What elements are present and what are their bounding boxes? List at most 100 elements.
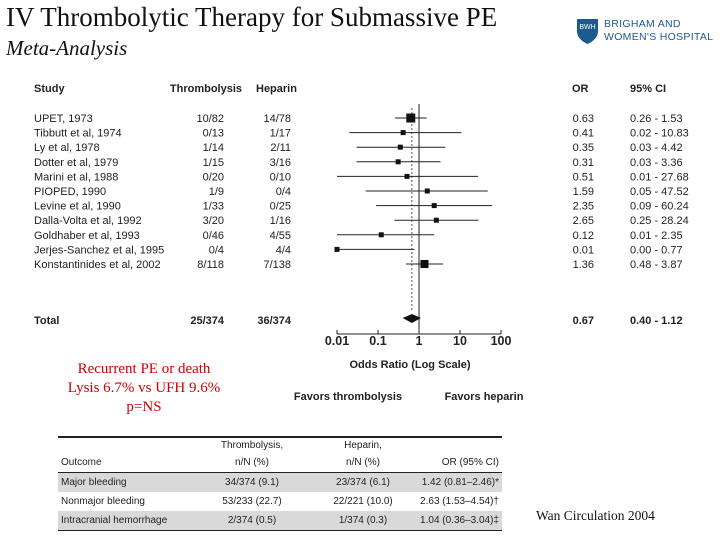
study-3-ci: 0.03 - 4.42 [630,142,683,154]
study-6-thrombolysis: 1/9 [209,186,224,198]
cell-thrombolysis: 2/374 (0.5) [194,511,310,531]
study-11-heparin: 7/138 [263,259,291,271]
study-2-thrombolysis: 0/13 [203,128,224,140]
point-estimate-square [334,246,340,252]
point-estimate-square [424,188,430,194]
study-3-heparin: 2/11 [270,142,291,154]
study-2-or: 0.41 [573,128,594,140]
favors-heparin-label: Favors heparin [445,391,524,403]
col-header-or-blank [416,436,502,455]
col-header-thrombolysis-unit: n/N (%) [194,455,310,473]
study-7-heparin: 0/25 [270,201,291,213]
total-or: 0.67 [573,315,594,327]
summary-line-rates: Lysis 6.7% vs UFH 9.6% [67,380,221,396]
cell-or: 2.63 (1.53–4.54)† [420,496,499,507]
x-tick-label: 10 [453,334,467,348]
study-1-ci: 0.26 - 1.53 [630,113,683,125]
total-thrombolysis: 25/374 [190,315,225,327]
study-2-heparin: 1/17 [270,128,291,140]
col-header-outcome-blank [58,436,194,455]
header-heparin: Heparin [256,83,297,95]
study-3-or: 0.35 [573,142,594,154]
study-11-thrombolysis: 8/118 [197,259,224,271]
header-ci: 95% CI [630,83,666,95]
point-estimate-square [400,130,406,136]
study-11-name: Konstantinides et al, 2002 [34,259,161,271]
study-7-name: Levine et al, 1990 [34,201,121,213]
logo-mark: BWH [579,24,595,31]
summary-line-outcome: Recurrent PE or death [77,361,211,377]
col-header-or: OR (95% CI) [416,455,502,473]
study-3-name: Ly et al, 1978 [34,142,100,154]
study-10-heparin: 4/4 [276,244,291,256]
cell-or: 1.42 (0.81–2.46)* [416,472,502,492]
study-6-heparin: 0/4 [276,186,291,198]
cell-heparin: 22/221 (10.0) [333,496,393,507]
study-1-thrombolysis: 10/82 [196,113,224,125]
table-row: Major bleeding 34/374 (9.1) 23/374 (6.1)… [58,472,502,492]
cell-outcome: Major bleeding [58,472,194,492]
study-7-thrombolysis: 1/33 [203,201,224,213]
study-4-ci: 0.03 - 3.36 [630,157,683,169]
study-9-heparin: 4/55 [270,230,291,242]
study-6-ci: 0.05 - 47.52 [630,186,689,198]
study-9-thrombolysis: 0/46 [203,230,224,242]
point-estimate-square [404,173,410,179]
slide-subtitle: Meta-Analysis [6,36,128,60]
slide-title: IV Thrombolytic Therapy for Submassive P… [6,2,498,32]
point-estimate-square [395,159,401,165]
study-1-heparin: 14/78 [263,113,291,125]
point-estimate-square [433,217,439,223]
study-10-thrombolysis: 0/4 [209,244,224,256]
shield-icon: BWH [577,19,598,44]
col-header-thrombolysis: Thrombolysis, [194,436,310,455]
x-tick-label: 0.1 [369,334,386,348]
cell-outcome: Intracranial hemorrhage [58,511,194,531]
cell-heparin: 23/374 (6.1) [310,472,416,492]
study-7-ci: 0.09 - 60.24 [630,201,689,213]
summary-text: Recurrent PE or death Lysis 6.7% vs UFH … [28,360,260,417]
cell-heparin: 1/374 (0.3) [310,511,416,531]
citation: Wan Circulation 2004 [536,508,655,523]
study-1-name: UPET, 1973 [34,113,93,125]
study-4-heparin: 3/16 [270,157,291,169]
study-2-name: Tibbutt et al, 1974 [34,128,122,140]
study-10-or: 0.01 [573,244,594,256]
col-header-heparin-unit: n/N (%) [310,455,416,473]
point-estimate-square [406,113,416,123]
x-axis-label: Odds Ratio (Log Scale) [349,359,470,371]
summary-line-pvalue: p=NS [126,399,162,415]
point-estimate-square [431,203,437,209]
study-10-ci: 0.00 - 0.77 [630,244,683,256]
total-name: Total [34,315,59,327]
study-1-or: 0.63 [573,113,594,125]
study-4-or: 0.31 [573,157,594,169]
x-tick-label: 1 [416,334,423,348]
study-5-or: 0.51 [573,171,594,183]
col-header-outcome: Outcome [58,455,194,473]
favors-thrombolysis-label: Favors thrombolysis [294,391,402,403]
study-8-name: Dalla-Volta et al, 1992 [34,215,142,227]
study-6-or: 1.59 [573,186,594,198]
study-9-or: 0.12 [573,230,594,242]
logo-line-2: WOMEN'S HOSPITAL [604,31,714,43]
table-row: Intracranial hemorrhage 2/374 (0.5) 1/37… [58,511,502,531]
header-or: OR [572,83,589,95]
point-estimate-square [397,144,403,150]
study-2-ci: 0.02 - 10.83 [630,128,689,140]
forest-plot-axis: 0.01 0.1 1 10 100 [325,104,511,348]
study-11-ci: 0.48 - 3.87 [630,259,683,271]
study-8-thrombolysis: 3/20 [203,215,224,227]
logo-text: BRIGHAM AND WOMEN'S HOSPITAL [604,18,713,44]
header-thrombolysis: Thrombolysis [170,83,242,95]
point-estimate-square [420,260,429,268]
cell-or: 1.04 (0.36–3.04)‡ [416,511,502,531]
col-header-heparin: Heparin, [310,436,416,455]
cell-outcome: Nonmajor bleeding [61,496,145,507]
header-study: Study [34,83,65,95]
study-8-or: 2.65 [573,215,594,227]
study-4-name: Dotter et al, 1979 [34,157,118,169]
study-9-ci: 0.01 - 2.35 [630,230,683,242]
table-row: Nonmajor bleeding 53/233 (22.7) 22/221 (… [58,492,502,511]
